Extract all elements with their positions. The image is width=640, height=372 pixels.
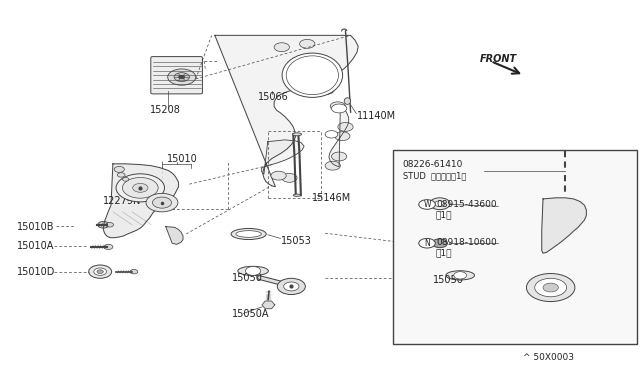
Circle shape [419,238,435,248]
Circle shape [271,171,286,180]
Circle shape [89,265,111,278]
Ellipse shape [231,228,266,240]
Circle shape [106,222,113,227]
Text: 15146M: 15146M [312,193,351,203]
Text: （1）: （1） [436,210,452,219]
Bar [394,150,637,344]
Circle shape [300,39,315,48]
Circle shape [174,73,189,81]
Text: 15010B: 15010B [17,222,55,232]
Polygon shape [215,35,358,187]
Circle shape [282,173,297,182]
Circle shape [132,183,148,192]
Circle shape [130,269,138,274]
Text: 15053: 15053 [280,235,312,246]
Text: 08226-61410: 08226-61410 [403,160,463,169]
Circle shape [543,283,558,292]
Circle shape [122,177,158,198]
Polygon shape [261,140,304,174]
Text: 11140M: 11140M [357,111,396,121]
Ellipse shape [238,266,268,276]
Text: 15010: 15010 [167,154,198,164]
Text: （1）: （1） [436,249,452,258]
Circle shape [116,174,164,202]
Circle shape [274,43,289,52]
Circle shape [97,270,103,273]
Circle shape [325,131,338,138]
Polygon shape [103,164,179,238]
Text: FRONT: FRONT [479,54,516,64]
Polygon shape [329,105,349,167]
Text: 15050: 15050 [433,275,464,285]
FancyBboxPatch shape [151,57,202,94]
Text: N: N [424,239,430,248]
Text: 12279N: 12279N [103,196,141,206]
Circle shape [319,86,334,94]
Circle shape [94,268,106,275]
Text: 15010A: 15010A [17,241,54,251]
Circle shape [179,75,185,79]
Circle shape [335,132,350,141]
Circle shape [277,278,305,295]
Text: 15066: 15066 [257,92,288,102]
Circle shape [435,201,445,207]
Circle shape [330,102,346,111]
Circle shape [419,200,435,209]
Circle shape [146,193,178,212]
Circle shape [432,239,447,248]
Text: W: W [423,200,431,209]
Circle shape [325,161,340,170]
Ellipse shape [293,194,301,196]
Circle shape [122,177,129,181]
Text: 15050A: 15050A [232,310,269,320]
Text: 08915-43600: 08915-43600 [436,200,497,209]
Circle shape [332,104,347,113]
Circle shape [152,197,172,208]
Ellipse shape [344,98,351,105]
Circle shape [535,278,566,297]
Circle shape [284,282,299,291]
Circle shape [114,166,124,172]
Ellipse shape [282,53,342,97]
Circle shape [527,273,575,302]
Circle shape [429,198,450,210]
Text: ^ 50X0003: ^ 50X0003 [523,353,573,362]
Polygon shape [262,301,275,309]
Circle shape [246,266,260,275]
Text: 15208: 15208 [150,105,180,115]
Circle shape [168,69,196,85]
Circle shape [332,152,347,161]
Circle shape [338,122,353,131]
Ellipse shape [292,133,301,136]
Polygon shape [541,198,586,253]
Ellipse shape [446,271,474,280]
Circle shape [454,272,467,279]
Circle shape [104,244,113,250]
Text: 08918-10600: 08918-10600 [436,238,497,247]
Text: 15050: 15050 [232,273,263,283]
Text: 15010D: 15010D [17,267,56,277]
Text: STUD  スタッド（1）: STUD スタッド（1） [403,171,466,180]
Ellipse shape [236,231,261,237]
Polygon shape [166,227,183,244]
Circle shape [98,221,109,228]
Circle shape [117,173,125,177]
